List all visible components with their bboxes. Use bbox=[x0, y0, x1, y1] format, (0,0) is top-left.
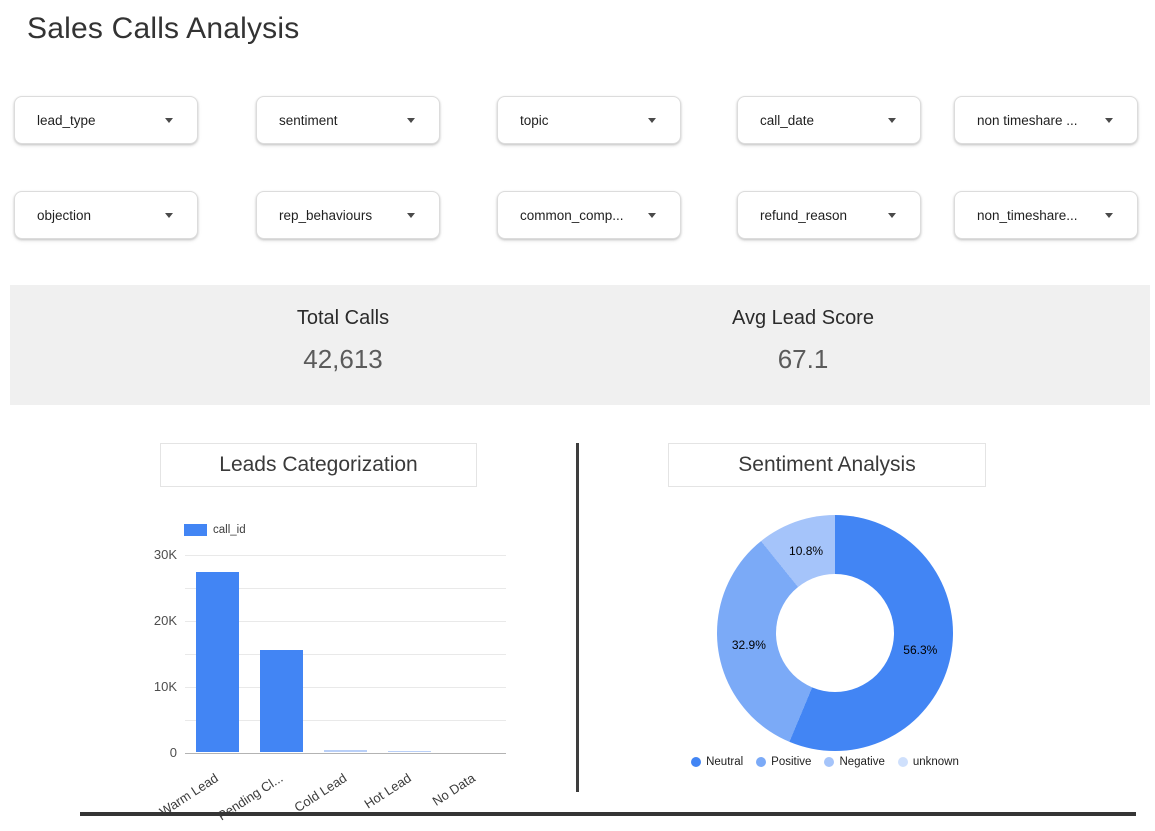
legend-dot-icon bbox=[756, 757, 767, 767]
slice-label-positive: 32.9% bbox=[731, 638, 766, 653]
filter-lead-type[interactable]: lead_type bbox=[14, 96, 198, 144]
legend-item-unknown[interactable]: unknown bbox=[897, 756, 959, 768]
filter-sentiment[interactable]: sentiment bbox=[256, 96, 440, 144]
scorecard-band: Total Calls 42,613 Avg Lead Score 67.1 bbox=[10, 285, 1150, 405]
bar-hot-lead[interactable] bbox=[388, 750, 432, 752]
filter-label: topic bbox=[520, 112, 549, 128]
filter-row-1: lead_type sentiment topic call_date non time… bbox=[0, 96, 1155, 144]
filter-call-date[interactable]: call_date bbox=[737, 96, 921, 144]
filter-objection[interactable]: objection bbox=[14, 191, 198, 239]
chevron-down-icon bbox=[407, 118, 415, 123]
chevron-down-icon bbox=[648, 118, 656, 123]
bar-pending-cl[interactable] bbox=[259, 649, 303, 752]
gridline bbox=[185, 720, 506, 721]
chevron-down-icon bbox=[648, 213, 656, 218]
legend-series-name: call_id bbox=[213, 524, 246, 536]
legend-label: Positive bbox=[771, 756, 812, 768]
x-tick-label: No Data bbox=[429, 770, 478, 809]
x-axis-line bbox=[185, 753, 506, 754]
gridline bbox=[185, 621, 506, 622]
filter-rep-behaviours[interactable]: rep_behaviours bbox=[256, 191, 440, 239]
filter-label: refund_reason bbox=[760, 207, 848, 223]
filter-row-2: objection rep_behaviours common_comp... ref… bbox=[0, 191, 1155, 239]
page-title: Sales Calls Analysis bbox=[27, 12, 300, 45]
scorecard-total-calls: Total Calls 42,613 bbox=[193, 285, 493, 375]
chevron-down-icon bbox=[888, 213, 896, 218]
scorecard-label: Total Calls bbox=[296, 307, 390, 329]
donut-chart[interactable]: 56.3% 32.9% 10.8% bbox=[717, 515, 953, 751]
legend-item-negative[interactable]: Negative bbox=[824, 756, 885, 768]
filter-refund-reason[interactable]: refund_reason bbox=[737, 191, 921, 239]
donut-chart-title-text: Sentiment Analysis bbox=[738, 453, 916, 476]
scorecard-avg-lead-score: Avg Lead Score 67.1 bbox=[653, 285, 953, 375]
x-tick-label: Hot Lead bbox=[361, 770, 414, 812]
scorecard-value: 42,613 bbox=[303, 344, 383, 374]
filter-label: lead_type bbox=[37, 112, 96, 128]
legend-dot-icon bbox=[691, 757, 702, 767]
donut-chart-title: Sentiment Analysis bbox=[668, 443, 986, 487]
gridline bbox=[185, 687, 506, 688]
filter-label: rep_behaviours bbox=[279, 207, 373, 223]
bar-chart-plot[interactable]: Warm Lead Pending Cl... Cold Lead Hot Lead N… bbox=[157, 555, 506, 823]
filter-label: objection bbox=[37, 207, 92, 223]
filter-label: common_comp... bbox=[520, 207, 624, 223]
y-tick-label: 10K bbox=[153, 679, 177, 694]
gridline bbox=[185, 588, 506, 589]
chevron-down-icon bbox=[888, 118, 896, 123]
chevron-down-icon bbox=[407, 213, 415, 218]
chevron-down-icon bbox=[165, 213, 173, 218]
y-tick-label: 30K bbox=[153, 547, 177, 562]
chevron-down-icon bbox=[1105, 213, 1113, 218]
filter-label: non timeshare ... bbox=[977, 112, 1078, 128]
bar-chart-title: Leads Categorization bbox=[160, 443, 477, 487]
vertical-divider bbox=[576, 443, 579, 792]
chevron-down-icon bbox=[165, 118, 173, 123]
legend-item-neutral[interactable]: Neutral bbox=[691, 756, 743, 768]
scorecard-label: Avg Lead Score bbox=[732, 307, 874, 329]
filter-topic[interactable]: topic bbox=[497, 96, 681, 144]
scorecard-value: 67.1 bbox=[777, 344, 829, 374]
legend-dot-icon bbox=[897, 757, 908, 767]
slice-label-negative: 10.8% bbox=[789, 543, 824, 558]
y-tick-label: 0 bbox=[169, 745, 177, 760]
filter-label: non_timeshare... bbox=[977, 207, 1078, 223]
bar-chart-legend: call_id bbox=[184, 523, 246, 537]
legend-label: Neutral bbox=[706, 756, 744, 768]
y-tick-label: 20K bbox=[153, 613, 177, 628]
legend-label: unknown bbox=[912, 756, 959, 768]
legend-swatch-icon bbox=[184, 524, 207, 536]
filter-common-comp[interactable]: common_comp... bbox=[497, 191, 681, 239]
bottom-divider bbox=[80, 812, 1136, 816]
bar-chart-title-text: Leads Categorization bbox=[219, 453, 418, 476]
donut-hole bbox=[776, 574, 894, 692]
filter-non-timeshare[interactable]: non_timeshare... bbox=[954, 191, 1138, 239]
x-tick-label: Cold Lead bbox=[291, 770, 350, 816]
gridline bbox=[185, 654, 506, 655]
donut-legend: Neutral Positive Negative unknown bbox=[660, 756, 990, 768]
filter-label: call_date bbox=[760, 112, 815, 128]
bar-warm-lead[interactable] bbox=[195, 572, 239, 752]
legend-item-positive[interactable]: Positive bbox=[756, 756, 811, 768]
bar-cold-lead[interactable] bbox=[324, 750, 367, 752]
gridline bbox=[185, 555, 506, 556]
chevron-down-icon bbox=[1105, 118, 1113, 123]
slice-label-neutral: 56.3% bbox=[903, 643, 938, 658]
filter-label: sentiment bbox=[279, 112, 338, 128]
legend-dot-icon bbox=[824, 757, 835, 767]
filter-non-timeshare[interactable]: non timeshare ... bbox=[954, 96, 1138, 144]
legend-label: Negative bbox=[839, 756, 885, 768]
